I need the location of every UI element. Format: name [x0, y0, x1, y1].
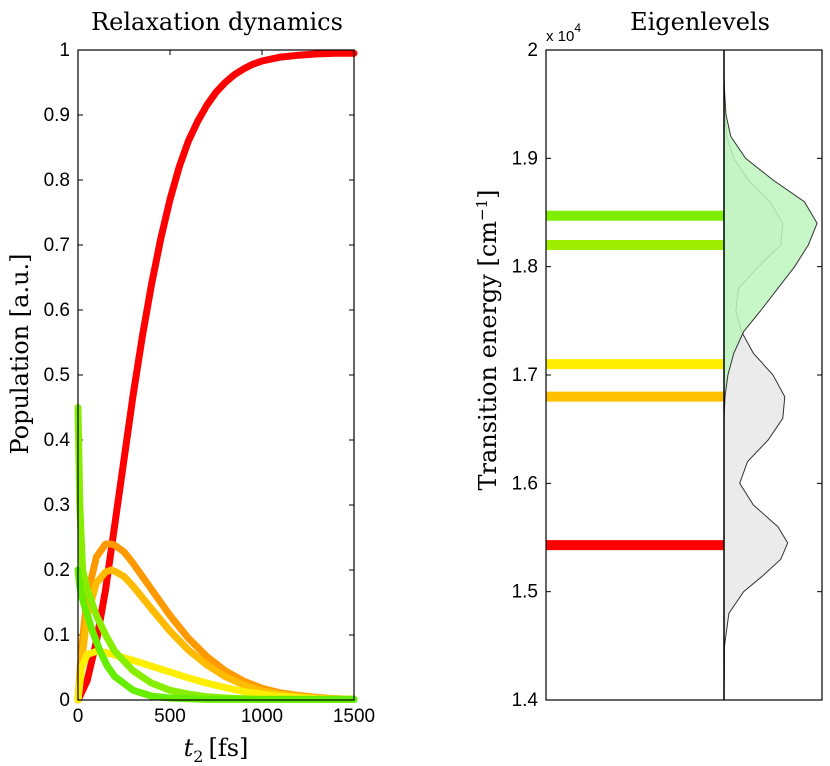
chart1-ticks: 0 0.1 0.2 0.3 0.4 0.5 0.6 0.7 0.8 0.9 1 0 500 1000 150… [44, 40, 376, 727]
chart1-xtick-label: 1000 [241, 706, 283, 727]
chart2-ytick-label: 2 [527, 40, 538, 61]
chart1-ytick-label: 0.3 [44, 495, 70, 516]
chart1-ytick-label: 0.7 [44, 235, 70, 256]
chart2-ylabel-sup: −1 [473, 199, 491, 221]
chart2-ytick-label: 1.8 [512, 257, 538, 278]
chart2-exponent: x 104 [546, 21, 581, 45]
chart2-ytick-label: 1.4 [512, 690, 539, 711]
chart2-title: Eigenlevels [630, 8, 770, 36]
chart1-xlabel-sub: 2 [193, 747, 203, 766]
chart1-ytick-label: 0.9 [44, 105, 70, 126]
chart1-xlabel-var: t [184, 734, 194, 762]
chart2-ylabel-end: ] [474, 189, 502, 198]
chart1-ytick-label: 0.1 [44, 625, 70, 646]
chart1-ytick-label: 0.5 [44, 365, 70, 386]
chart2-spectrum-band [723, 82, 818, 419]
chart2-exponent-base: x 10 [546, 28, 574, 45]
chart2-ylabel: Transition energy [cm−1] [473, 189, 502, 490]
chart1-xtick-label: 500 [154, 706, 186, 727]
chart2-ytick-label: 1.7 [512, 365, 538, 386]
chart2-ticks: 1.4 1.5 1.6 1.7 1.8 1.9 2 [512, 40, 822, 711]
chart1-series-line [74, 49, 358, 704]
chart1-axes-frame [77, 49, 355, 701]
chart1-series [74, 49, 358, 704]
chart2-ytick-label: 1.9 [512, 148, 538, 169]
chart1-ytick-label: 0.4 [44, 430, 71, 451]
chart1-ytick-label: 0.2 [44, 560, 70, 581]
chart1-ylabel: Population [a.u.] [6, 253, 34, 454]
chart1-ytick-label: 0 [59, 690, 70, 711]
chart2-exponent-power: 4 [574, 21, 581, 35]
chart1-xlabel-unit: [fs] [208, 734, 248, 762]
chart1-xtick-label: 1500 [333, 706, 375, 727]
relaxation-chart: Relaxation dynamics Population [a.u.] t2… [6, 8, 375, 766]
chart2-spectra [723, 49, 818, 701]
chart1-xlabel: t2 [fs] [184, 734, 249, 766]
chart1-ytick-label: 0.6 [44, 300, 70, 321]
chart2-ylabel-main: Transition energy [cm [474, 221, 502, 491]
chart2-ytick-label: 1.5 [512, 582, 538, 603]
chart2-levels [546, 210, 724, 551]
chart1-series-line [74, 566, 358, 703]
chart1-ytick-label: 1 [59, 40, 70, 61]
chart1-xtick-label: 0 [73, 706, 84, 727]
eigenlevels-chart: Eigenlevels x 104 Transition energy [cm−… [473, 8, 823, 711]
chart1-title: Relaxation dynamics [91, 8, 343, 36]
chart1-ytick-label: 0.8 [44, 170, 70, 191]
chart1-series-line [74, 404, 358, 703]
chart2-axes-frame [545, 49, 823, 701]
chart2-ytick-label: 1.6 [512, 473, 538, 494]
